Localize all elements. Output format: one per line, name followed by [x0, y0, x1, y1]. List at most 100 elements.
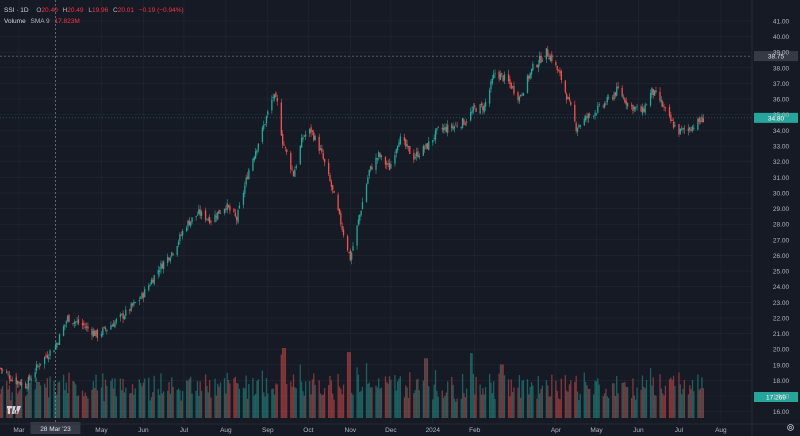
candle-body — [689, 127, 691, 131]
y-tick-label: 17.00 — [773, 394, 790, 401]
candle-body — [645, 104, 648, 106]
candle-body — [171, 252, 173, 257]
candle-body — [687, 128, 690, 131]
candle-body — [177, 241, 180, 245]
volume-bar — [350, 392, 353, 418]
candle-body — [227, 205, 230, 208]
volume-label[interactable]: Volume — [4, 18, 26, 25]
candle-body — [248, 169, 250, 180]
candle-body — [442, 128, 445, 131]
candle-body — [444, 126, 446, 130]
volume-bar — [583, 372, 585, 418]
tradingview-logo-icon[interactable] — [6, 406, 22, 417]
volume-bar — [559, 399, 561, 418]
candle-body — [100, 333, 103, 337]
volume-bar — [16, 393, 19, 418]
candle-body — [368, 169, 370, 176]
candle-body — [560, 71, 562, 80]
candle-body — [464, 123, 466, 125]
candle-body — [157, 270, 159, 275]
volume-bar — [72, 380, 74, 418]
candle-body — [589, 114, 591, 116]
candle-body — [526, 75, 529, 93]
y-tick-label: 25.00 — [773, 269, 790, 276]
candle-body — [2, 369, 4, 371]
volume-bar — [494, 398, 496, 418]
candle-body — [441, 127, 443, 130]
volume-bar — [246, 398, 249, 418]
candle-body — [125, 309, 127, 316]
volume-bar — [460, 398, 462, 418]
candle-body — [76, 321, 78, 322]
candle-body — [378, 152, 380, 157]
volume-bar — [179, 390, 181, 418]
volume-bar — [261, 370, 264, 418]
candle-body — [133, 301, 135, 305]
y-tick-label: 35.00 — [773, 112, 790, 119]
volume-bar — [168, 382, 170, 418]
candle-body — [568, 97, 571, 101]
volume-bar — [472, 374, 475, 418]
y-tick-label: 33.00 — [773, 144, 790, 151]
volume-row: Volume SMA 9 17.823M — [4, 16, 187, 27]
y-tick-label: 32.00 — [773, 159, 790, 166]
volume-bar — [348, 352, 350, 418]
volume-bar — [185, 380, 188, 418]
candle-body — [218, 209, 220, 214]
candle-body — [551, 54, 553, 62]
volume-bar — [510, 379, 512, 418]
y-tick-label: 26.00 — [773, 253, 790, 260]
candle-body — [39, 363, 42, 365]
volume-bar — [338, 386, 341, 418]
volume-bar — [248, 383, 250, 418]
candle-body — [509, 79, 511, 84]
candle-body — [405, 139, 407, 147]
candle-body — [635, 107, 637, 109]
candle-body — [593, 115, 595, 117]
volume-bar — [195, 390, 197, 418]
candle-body — [181, 231, 184, 236]
candle-body — [311, 130, 314, 132]
candle-body — [483, 105, 485, 113]
candle-body — [494, 72, 496, 74]
volume-bar — [217, 383, 219, 418]
candle-body — [683, 128, 686, 130]
candle-body — [96, 329, 99, 338]
candle-body — [35, 364, 38, 371]
candle-body — [252, 158, 254, 171]
volume-bar — [376, 387, 379, 418]
candle-body — [56, 343, 58, 348]
x-tick-label: Aug — [220, 427, 232, 434]
candle-body — [19, 381, 21, 385]
volume-bar — [57, 382, 59, 418]
candle-body — [418, 155, 420, 157]
candle-body — [598, 104, 600, 106]
volume-bar — [653, 394, 656, 418]
volume-bar — [614, 395, 617, 418]
candle-body — [10, 379, 12, 381]
volume-bar — [229, 383, 231, 418]
x-tick-label: Aug — [715, 427, 727, 434]
candle-body — [103, 326, 105, 329]
symbol-label[interactable]: SSI · 1D — [4, 7, 29, 14]
volume-bar — [313, 373, 315, 418]
candle-body — [348, 251, 350, 253]
volume-bar — [214, 378, 216, 418]
volume-bar — [386, 382, 388, 418]
candle-body — [681, 128, 683, 130]
volume-bar — [509, 396, 511, 418]
candle-body — [453, 126, 456, 129]
candle-body — [460, 126, 462, 128]
candle-body — [236, 217, 238, 221]
candle-body — [503, 74, 506, 81]
gear-icon[interactable] — [786, 423, 795, 432]
volume-bar — [302, 391, 304, 418]
candle-body — [437, 126, 439, 128]
volume-bar — [238, 388, 241, 418]
candle-body — [104, 327, 107, 330]
candle-body — [62, 326, 65, 336]
volume-bar — [280, 354, 282, 418]
volume-bar — [253, 395, 255, 418]
